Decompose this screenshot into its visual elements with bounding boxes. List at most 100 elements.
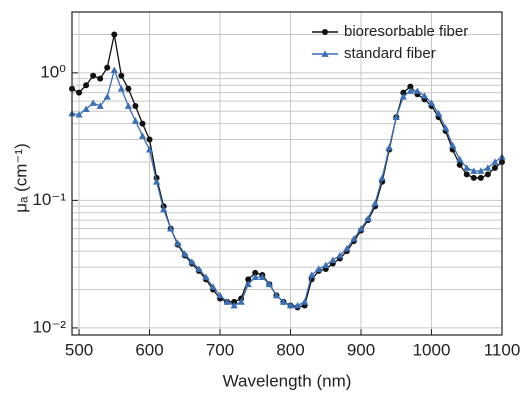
data-point xyxy=(427,99,436,106)
data-point xyxy=(244,280,252,288)
data-point xyxy=(477,167,485,174)
data-point xyxy=(202,273,210,281)
data-point xyxy=(477,174,484,181)
data-point xyxy=(131,117,140,124)
data-point xyxy=(378,174,386,181)
data-point xyxy=(442,124,450,131)
data-point xyxy=(350,235,358,242)
data-point xyxy=(484,164,492,171)
data-point xyxy=(343,244,351,252)
data-point xyxy=(117,85,125,92)
data-point xyxy=(195,265,203,272)
data-point xyxy=(209,283,217,290)
x-tick-label: 1100 xyxy=(484,340,521,359)
data-point xyxy=(357,225,365,232)
data-point xyxy=(293,301,302,309)
data-point xyxy=(152,178,161,185)
data-point xyxy=(75,111,83,118)
data-point xyxy=(251,273,259,281)
data-point xyxy=(146,136,153,143)
data-point xyxy=(491,164,498,171)
data-point xyxy=(385,143,393,151)
data-point xyxy=(407,83,414,90)
data-point xyxy=(463,171,470,178)
y-tick-label: 10⁻¹ xyxy=(32,190,66,209)
legend-label: standard fiber xyxy=(344,45,436,62)
data-point xyxy=(237,298,245,305)
x-tick-label: 700 xyxy=(206,340,234,359)
data-point xyxy=(118,72,125,79)
data-point xyxy=(216,291,224,299)
data-point xyxy=(138,132,147,139)
data-point xyxy=(110,66,118,74)
data-point xyxy=(125,85,132,92)
legend-marker xyxy=(322,29,328,35)
data-point xyxy=(413,87,422,94)
plot-frame xyxy=(71,11,503,336)
data-point xyxy=(103,93,111,100)
data-point xyxy=(223,298,231,305)
data-point xyxy=(145,146,154,153)
data-point xyxy=(286,301,295,309)
data-point xyxy=(272,291,281,299)
data-point xyxy=(188,258,196,265)
data-point xyxy=(265,280,273,288)
data-point xyxy=(420,92,429,99)
data-point xyxy=(124,102,132,109)
y-axis-label: μₐ (cm⁻¹) xyxy=(11,143,30,212)
data-point xyxy=(308,271,316,278)
x-tick-label: 600 xyxy=(135,340,163,359)
data-point xyxy=(399,93,407,100)
data-point xyxy=(470,174,477,181)
data-point xyxy=(139,120,146,127)
data-point xyxy=(89,99,97,106)
data-point xyxy=(174,239,182,247)
data-point xyxy=(258,273,266,281)
data-point xyxy=(252,269,259,276)
data-point xyxy=(104,64,111,71)
y-tick-label: 10⁻² xyxy=(32,317,66,336)
x-tick-label: 800 xyxy=(276,340,304,359)
data-point xyxy=(83,82,90,89)
data-point xyxy=(434,109,443,117)
data-point xyxy=(181,250,189,257)
data-point xyxy=(449,141,457,149)
data-point xyxy=(97,75,104,82)
x-tick-label: 500 xyxy=(65,340,93,359)
data-point xyxy=(484,171,491,178)
data-point xyxy=(160,205,168,213)
data-point xyxy=(456,161,463,168)
data-point xyxy=(491,158,499,165)
data-point xyxy=(322,261,330,269)
data-point xyxy=(315,265,323,272)
y-tick-label: 10⁰ xyxy=(40,62,66,81)
data-point xyxy=(82,105,90,112)
data-point xyxy=(406,87,414,94)
legend-marker xyxy=(321,50,329,57)
data-point xyxy=(96,102,104,109)
data-point xyxy=(301,298,309,305)
data-point xyxy=(90,72,97,79)
data-point xyxy=(111,31,118,38)
legend-label: bioresorbable fiber xyxy=(344,23,468,40)
data-point xyxy=(132,102,139,109)
data-point xyxy=(230,301,238,309)
x-tick-label: 1000 xyxy=(413,340,451,359)
data-point xyxy=(279,298,288,305)
data-point xyxy=(167,225,175,232)
x-tick-label: 900 xyxy=(347,340,375,359)
series-line xyxy=(71,34,503,309)
data-point xyxy=(470,167,478,174)
data-point xyxy=(329,256,337,264)
x-axis-label: Wavelength (nm) xyxy=(223,371,352,390)
data-point xyxy=(392,113,400,120)
data-point xyxy=(463,164,471,171)
data-point xyxy=(76,89,83,96)
data-point xyxy=(336,251,344,259)
data-point xyxy=(364,214,372,222)
data-point xyxy=(245,276,252,283)
data-point xyxy=(371,199,379,207)
data-point xyxy=(400,89,407,96)
data-point xyxy=(456,155,464,163)
